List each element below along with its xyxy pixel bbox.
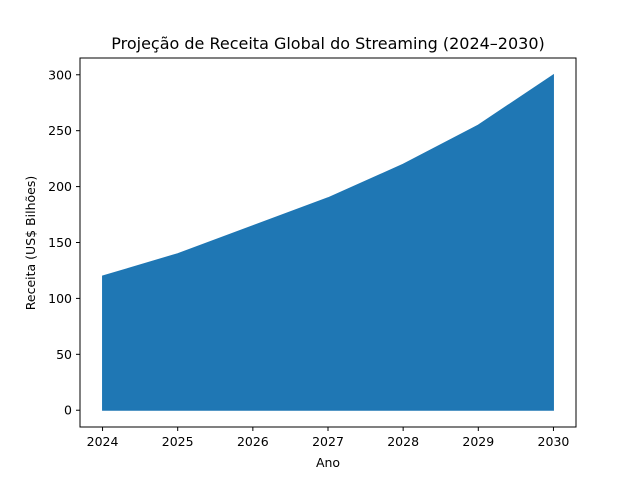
y-axis-label: Receita (US$ Bilhões) (23, 176, 38, 310)
y-axis: 0 50 100 150 200 250 300 (48, 67, 80, 418)
y-tick-label: 250 (48, 123, 72, 138)
x-tick-label: 2025 (162, 434, 194, 449)
chart-title: Projeção de Receita Global do Streaming … (111, 34, 545, 53)
x-axis-label: Ano (316, 455, 340, 470)
y-tick-label: 200 (48, 179, 72, 194)
x-axis: 2024 2025 2026 2027 2028 2029 2030 (87, 427, 570, 449)
y-tick-label: 150 (48, 235, 72, 250)
x-tick-label: 2027 (312, 434, 344, 449)
area-layer (102, 73, 554, 411)
x-tick-label: 2029 (462, 434, 494, 449)
y-tick-label: 100 (48, 291, 72, 306)
area-series-0 (102, 73, 554, 411)
y-tick-label: 300 (48, 67, 72, 82)
x-tick-label: 2030 (538, 434, 570, 449)
y-tick-label: 50 (56, 347, 72, 362)
x-tick-label: 2024 (87, 434, 119, 449)
x-tick-label: 2028 (387, 434, 419, 449)
x-tick-label: 2026 (237, 434, 269, 449)
y-tick-label: 0 (64, 403, 72, 418)
